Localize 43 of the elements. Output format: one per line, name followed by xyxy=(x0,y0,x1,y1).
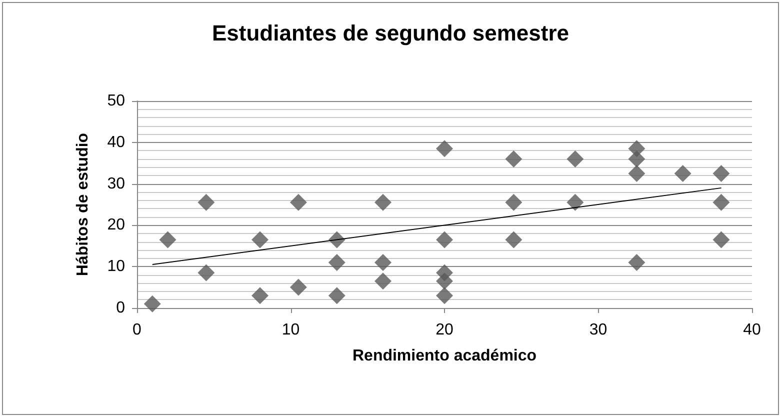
point xyxy=(374,272,392,290)
y-tick-label: 40 xyxy=(107,134,126,151)
y-tick-label: 10 xyxy=(107,258,126,276)
point xyxy=(505,231,522,248)
point xyxy=(628,254,646,271)
point xyxy=(198,194,215,211)
point xyxy=(252,231,268,248)
point xyxy=(566,150,584,168)
point xyxy=(505,150,522,168)
point xyxy=(374,254,392,271)
point xyxy=(290,278,307,296)
y-tick-label: 0 xyxy=(116,300,126,316)
chart-title: Estudiantes de segundo semestre xyxy=(212,20,569,46)
point xyxy=(290,194,307,211)
point xyxy=(712,231,730,248)
y-tick-label: 20 xyxy=(107,216,126,234)
x-tick-label: 20 xyxy=(436,322,454,338)
point xyxy=(436,272,453,290)
point xyxy=(712,164,730,182)
y-axis-title: Hábitos de estudio xyxy=(74,132,92,276)
point xyxy=(628,164,646,182)
point xyxy=(328,287,346,304)
y-tick-label: 30 xyxy=(107,175,126,192)
point xyxy=(436,140,453,158)
point xyxy=(628,150,646,168)
y-tick-label: 50 xyxy=(107,92,126,110)
point xyxy=(159,231,176,248)
point xyxy=(566,194,584,211)
x-tick-label: 40 xyxy=(743,322,761,338)
point xyxy=(252,287,268,304)
point xyxy=(712,194,730,211)
x-tick-label: 0 xyxy=(132,322,142,338)
point xyxy=(505,194,522,211)
point xyxy=(436,287,453,304)
x-tick-label: 10 xyxy=(282,322,300,338)
point xyxy=(674,164,692,182)
x-axis-title: Rendimiento académico xyxy=(352,348,537,364)
point xyxy=(328,254,346,271)
point xyxy=(144,295,161,312)
point xyxy=(374,194,392,211)
point xyxy=(198,264,215,282)
x-tick-label: 30 xyxy=(589,322,608,338)
point xyxy=(436,231,453,248)
